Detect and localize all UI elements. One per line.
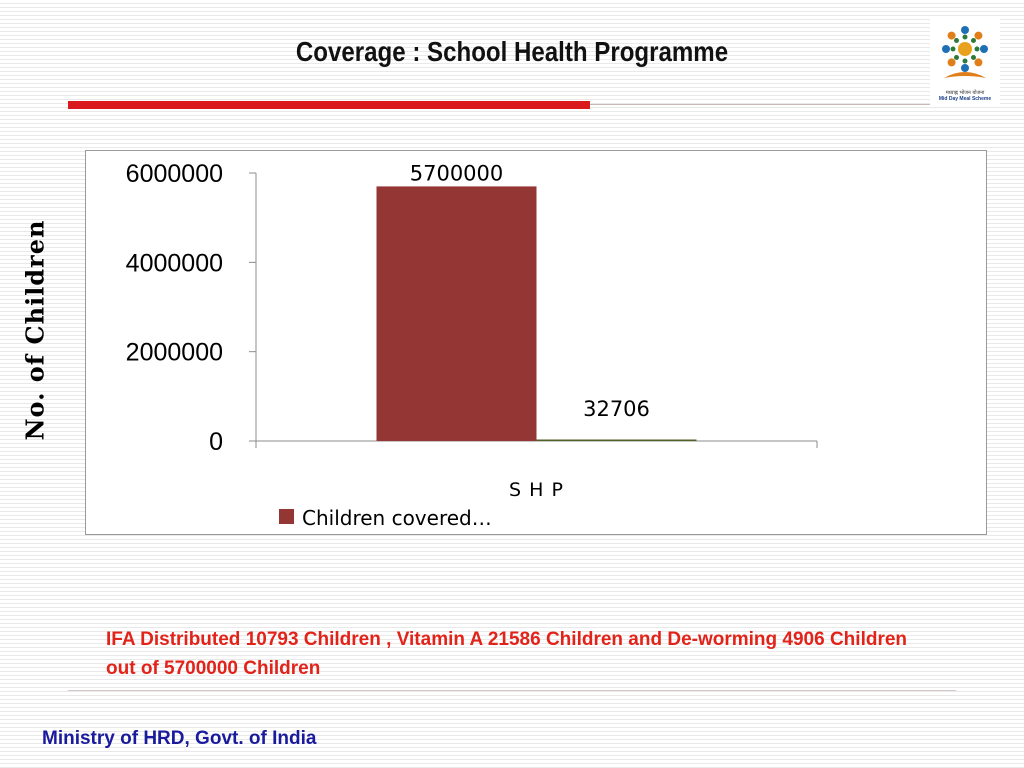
y-tick-label: 4000000 <box>126 249 223 277</box>
logo-figure-icon <box>947 58 956 67</box>
logo-dot-icon <box>954 54 960 60</box>
logo-dot-icon <box>950 46 956 52</box>
logo-figure-icon <box>974 31 983 40</box>
mid-day-meal-scheme-logo-icon <box>942 26 988 78</box>
chart-frame: 0 2000000 4000000 6000000 5700000 32706 S H P C… <box>85 150 987 535</box>
logo-figure-icon <box>961 26 969 34</box>
ifa-note: IFA Distributed 10793 Children , Vitamin… <box>106 629 908 679</box>
y-axis-title: No. of Children <box>20 219 50 441</box>
bar-data-label: 5700000 <box>410 161 504 185</box>
y-tick-label: 6000000 <box>126 160 223 188</box>
bar-data-label: 32706 <box>583 397 650 421</box>
slide-title: Coverage : School Health Programme <box>295 36 729 67</box>
y-tick-label: 2000000 <box>126 339 223 367</box>
legend-swatch <box>279 509 294 524</box>
logo-hindi-text: मध्याह्न भोजन योजना <box>945 90 985 96</box>
logo-dot-icon <box>970 38 976 44</box>
logo-dot-icon <box>970 54 976 60</box>
logo-dot-icon <box>962 34 968 40</box>
logo-figure-icon <box>974 58 983 67</box>
logo-figure-icon <box>980 45 988 53</box>
logo-center-sun <box>958 42 972 56</box>
y-tick-label: 0 <box>209 428 223 456</box>
bar <box>376 186 537 441</box>
bar-chart: 0 2000000 4000000 6000000 5700000 32706 S H P C… <box>126 160 818 530</box>
bar <box>536 439 697 441</box>
legend-label: Children covered… <box>302 506 492 530</box>
logo-figure-icon <box>961 64 969 72</box>
logo-dot-icon <box>974 46 980 52</box>
footer-ministry: Ministry of HRD, Govt. of India <box>42 728 317 749</box>
title-underline-red <box>68 101 590 109</box>
x-tick-label: S H P <box>509 479 564 501</box>
logo-figure-icon <box>942 45 950 53</box>
mid-day-meal-logo: मध्याह्न भोजन योजना Mid Day Meal Scheme <box>930 16 1000 104</box>
bottom-divider <box>68 690 956 691</box>
logo-english-text: Mid Day Meal Scheme <box>938 96 992 102</box>
title-underline-thin <box>590 104 930 105</box>
logo-dot-icon <box>962 58 968 64</box>
logo-book-icon <box>944 72 986 78</box>
logo-dot-icon <box>954 38 960 44</box>
logo-figure-icon <box>947 31 956 40</box>
